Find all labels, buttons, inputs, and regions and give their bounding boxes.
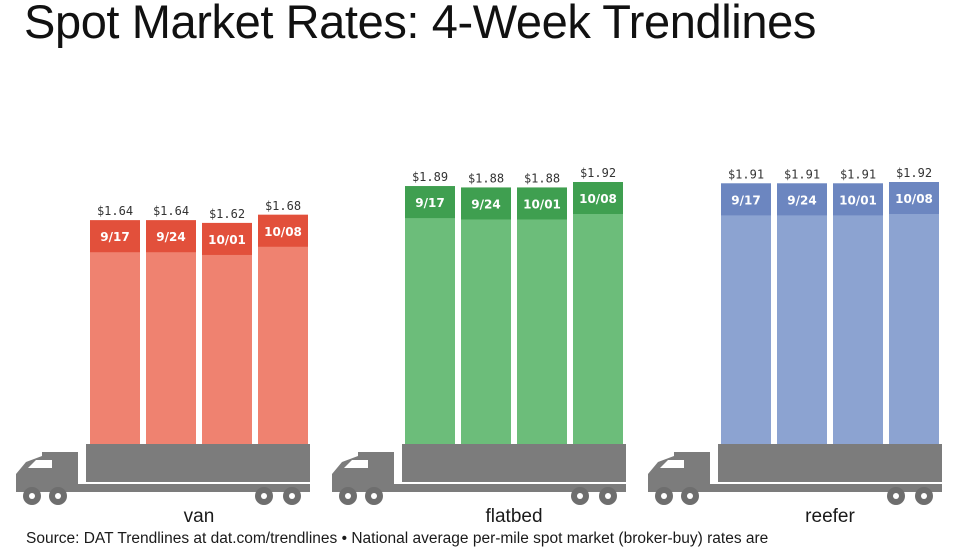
bar-date-band [405, 186, 455, 219]
bar-date-band [90, 220, 140, 253]
chart-title: Spot Market Rates: 4-Week Trendlines [24, 0, 816, 48]
bar-value-label: $1.91 [728, 167, 764, 181]
group-label-flatbed: flatbed [485, 506, 542, 527]
bar-reefer-10-01 [833, 183, 883, 445]
bar-date-label: 10/08 [264, 225, 302, 239]
wheel-hub [29, 493, 35, 499]
truck-chassis [704, 484, 942, 492]
wheel-hub [371, 493, 377, 499]
bar-value-label: $1.64 [97, 204, 133, 218]
truck-reefer-icon [648, 444, 942, 505]
bar-value-label: $1.88 [524, 171, 560, 185]
bar-value-label: $1.88 [468, 171, 504, 185]
bar-date-label: 9/17 [731, 193, 760, 207]
bar-reefer-10-08 [889, 182, 939, 444]
bar-date-label: 9/24 [471, 197, 500, 211]
bar-value-label: $1.92 [580, 166, 616, 180]
bar-date-label: 10/08 [579, 192, 617, 206]
bar-reefer-9-24 [777, 183, 827, 445]
bar-value-label: $1.91 [840, 167, 876, 181]
wheel-hub [289, 493, 295, 499]
bar-date-band [833, 183, 883, 216]
source-note: Source: DAT Trendlines at dat.com/trendl… [26, 530, 769, 547]
bar-van-9-17 [90, 220, 140, 444]
bar-date-label: 9/17 [415, 196, 444, 210]
trailer-body [86, 444, 310, 482]
bar-flatbed-9-24 [461, 187, 511, 445]
bar-flatbed-10-01 [517, 187, 567, 445]
bar-date-band [146, 220, 196, 253]
truck-chassis [388, 484, 626, 492]
truck-chassis [72, 484, 310, 492]
trailer-body [402, 444, 626, 482]
bar-flatbed-10-08 [573, 182, 623, 444]
bar-date-label: 9/17 [100, 230, 129, 244]
group-label-van: van [184, 506, 215, 527]
bar-value-label: $1.64 [153, 204, 189, 218]
truck-cab [648, 452, 710, 492]
bar-value-label: $1.91 [784, 167, 820, 181]
truck-flatbed-icon [332, 444, 626, 505]
bar-date-band [777, 183, 827, 216]
bar-date-label: 9/24 [787, 193, 816, 207]
bar-value-label: $1.68 [265, 199, 301, 213]
group-label-reefer: reefer [805, 506, 855, 527]
bar-date-label: 9/24 [156, 230, 185, 244]
bar-flatbed-9-17 [405, 186, 455, 444]
bar-date-band [202, 222, 252, 255]
wheel-hub [55, 493, 61, 499]
truck-cab [332, 452, 394, 492]
bar-van-9-24 [146, 220, 196, 444]
bar-date-label: 10/01 [523, 197, 561, 211]
bar-van-10-01 [202, 222, 252, 444]
bar-date-band [461, 187, 511, 220]
bar-van-10-08 [258, 214, 308, 444]
cab-window [344, 460, 368, 468]
wheel-hub [661, 493, 667, 499]
bar-date-label: 10/08 [895, 192, 933, 206]
trailer-body [718, 444, 942, 482]
bar-group-reefer: 9/17 $1.91 9/24 $1.91 10/01 $1.91 10/08 $1.92 [721, 166, 939, 445]
cab-window [660, 460, 684, 468]
bar-value-label: $1.62 [209, 207, 245, 221]
wheel-hub [893, 493, 899, 499]
bar-date-band [258, 214, 308, 247]
wheel-hub [577, 493, 583, 499]
bar-date-band [721, 183, 771, 216]
bar-value-label: $1.92 [896, 166, 932, 180]
bar-value-label: $1.89 [412, 170, 448, 184]
bar-date-label: 10/01 [208, 233, 246, 247]
truck-cab [16, 452, 78, 492]
cab-window [28, 460, 52, 468]
bar-date-band [517, 187, 567, 220]
bar-group-flatbed: 9/17 $1.89 9/24 $1.88 10/01 $1.88 10/08 $1.92 [405, 166, 623, 445]
bar-reefer-9-17 [721, 183, 771, 445]
wheel-hub [261, 493, 267, 499]
bar-date-label: 10/01 [839, 193, 877, 207]
wheel-hub [605, 493, 611, 499]
bar-group-van: 9/17 $1.64 9/24 $1.64 10/01 $1.62 10/08 $1.68 [90, 199, 308, 444]
wheel-hub [345, 493, 351, 499]
truck-van-icon [16, 444, 310, 505]
wheel-hub [921, 493, 927, 499]
bar-date-band [889, 182, 939, 214]
wheel-hub [687, 493, 693, 499]
bar-date-band [573, 182, 623, 214]
